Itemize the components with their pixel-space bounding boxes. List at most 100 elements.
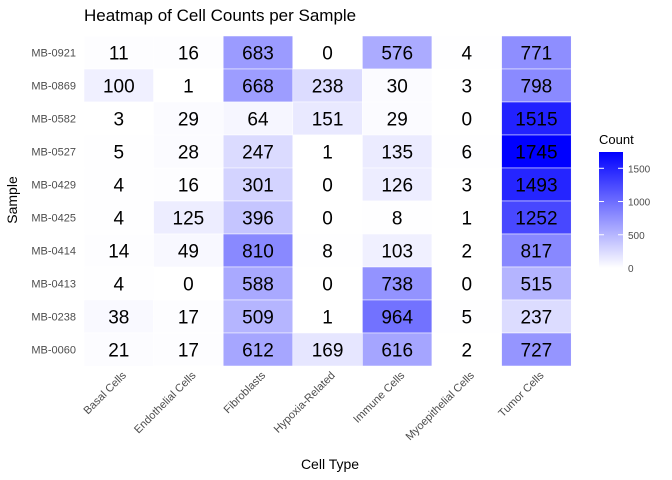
- cell-value-label: 8: [392, 209, 403, 230]
- cell-value-label: 515: [521, 275, 553, 296]
- cell-value-label: 1: [322, 308, 333, 329]
- cell-value-label: 810: [242, 242, 274, 263]
- legend-tick-label: 500: [628, 231, 645, 242]
- cell-value-label: 238: [312, 77, 344, 98]
- cell-value-label: 11: [109, 44, 129, 65]
- y-tick-labels: MB-0921 MB-0869 MB-0582 MB-0527 MB-0429 MB-04…: [31, 48, 76, 357]
- cell-value-label: 616: [381, 341, 413, 362]
- y-tick-label: MB-0527: [31, 147, 76, 159]
- y-tick-label: MB-0429: [31, 180, 76, 192]
- cell-value-label: 668: [242, 77, 274, 98]
- legend-ticks: 0 500 1000 1500: [599, 164, 651, 275]
- heatmap-cell: [501, 68, 572, 103]
- heatmap-cell: [153, 101, 224, 136]
- cell-value-label: 3: [114, 110, 125, 131]
- heatmap-cell: [431, 35, 502, 70]
- heatmap-cell: [222, 167, 294, 202]
- cell-value-label: 2: [462, 242, 473, 263]
- legend-tick-label: 1500: [628, 164, 651, 175]
- y-axis-label: Sample: [4, 176, 20, 224]
- x-tick-label: Basal Cells: [82, 369, 130, 417]
- heatmap-cell: [362, 167, 433, 202]
- y-tick-label: MB-0582: [31, 114, 76, 126]
- cell-value-label: 1: [183, 77, 194, 98]
- heatmap-cell: [153, 299, 224, 334]
- cell-value-label: 301: [242, 176, 274, 197]
- heatmap-cell: [431, 332, 502, 367]
- cell-value-label: 0: [462, 110, 473, 131]
- heatmap-cell: [292, 68, 363, 103]
- heatmap-cell: [362, 134, 433, 169]
- cell-value-label: 1: [462, 209, 473, 230]
- legend-title: Count: [599, 132, 634, 147]
- cell-value-label: 30: [387, 77, 408, 98]
- heatmap-cell: [222, 101, 294, 136]
- cell-value-label: 17: [178, 341, 199, 362]
- cell-value-label: 151: [312, 110, 344, 131]
- heatmap-cells: [83, 35, 572, 367]
- cell-value-label: 21: [108, 341, 129, 362]
- heatmap-cell: [222, 332, 294, 367]
- chart-title: Heatmap of Cell Counts per Sample: [84, 6, 356, 25]
- heatmap-cell: [501, 233, 572, 268]
- heatmap-cell: [292, 134, 363, 169]
- cell-value-label: 727: [521, 341, 553, 362]
- heatmap-cell: [153, 68, 224, 103]
- heatmap-cell: [431, 167, 502, 202]
- x-tick-labels: Basal Cells Endothelial Cells Fibroblasts H…: [82, 369, 547, 443]
- heatmap-cell: [362, 101, 433, 136]
- cell-value-label: 16: [178, 44, 199, 65]
- heatmap-cell: [501, 299, 572, 334]
- cell-value-label: 396: [242, 209, 274, 230]
- cell-value-label: 125: [173, 209, 205, 230]
- heatmap-cell: [153, 134, 224, 169]
- cell-value-label: 103: [381, 242, 413, 263]
- heatmap-cell: [431, 299, 502, 334]
- cell-value-label: 798: [521, 77, 553, 98]
- heatmap-cell: [83, 299, 154, 334]
- cell-value-label: 1515: [515, 110, 557, 131]
- heatmap-cell: [431, 101, 502, 136]
- heatmap-cell: [83, 101, 154, 136]
- x-tick-label: Myoepithelial Cells: [404, 369, 478, 443]
- x-tick-label: Fibroblasts: [222, 369, 269, 416]
- x-tick-label: Immune Cells: [351, 369, 407, 425]
- cell-value-label: 3: [462, 176, 473, 197]
- heatmap-cell: [222, 35, 294, 70]
- cell-value-label: 588: [242, 275, 274, 296]
- heatmap-cell: [83, 68, 154, 103]
- heatmap-cell: [501, 35, 572, 70]
- heatmap-cell: [83, 35, 154, 70]
- cell-value-label: 64: [247, 110, 269, 131]
- heatmap-cell: [83, 167, 154, 202]
- cell-value-label: 247: [242, 143, 274, 164]
- legend-color-bar: [599, 152, 623, 268]
- y-tick-label: MB-0425: [31, 213, 76, 225]
- heatmap-cell: [153, 266, 224, 301]
- cell-value-label: 4: [462, 44, 473, 65]
- cell-value-label: 6: [462, 143, 473, 164]
- heatmap-cell: [292, 233, 363, 268]
- legend-tick-label: 0: [628, 264, 634, 275]
- heatmap-cell: [431, 266, 502, 301]
- cell-value-label: 817: [521, 242, 553, 263]
- cell-value-label: 38: [108, 308, 129, 329]
- cell-value-label: 1: [322, 143, 333, 164]
- heatmap-cell: [83, 266, 154, 301]
- x-tick-label: Endothelial Cells: [132, 369, 199, 436]
- cell-value-label: 4: [114, 176, 125, 197]
- cell-value-label: 169: [312, 341, 344, 362]
- heatmap-cell: [501, 200, 572, 235]
- cell-value-label: 1745: [515, 143, 557, 164]
- cell-value-label: 0: [322, 176, 333, 197]
- cell-value-label: 8: [322, 242, 333, 263]
- heatmap-cell: [362, 200, 433, 235]
- cell-value-label: 28: [178, 143, 199, 164]
- cell-value-label: 2: [462, 341, 473, 362]
- heatmap-cell: [501, 101, 572, 136]
- cell-value-label: 29: [387, 110, 408, 131]
- heatmap-cell: [362, 332, 433, 367]
- heatmap-cell: [83, 332, 154, 367]
- cell-value-label: 49: [178, 242, 199, 263]
- y-tick-label: MB-0060: [31, 345, 76, 357]
